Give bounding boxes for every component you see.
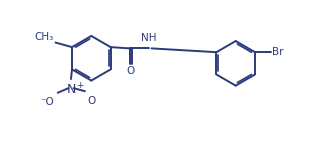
- Text: NH: NH: [141, 33, 157, 43]
- Text: Br: Br: [272, 47, 283, 57]
- Text: ⁻O: ⁻O: [41, 97, 55, 107]
- Text: N: N: [66, 83, 76, 96]
- Text: CH₃: CH₃: [35, 32, 54, 41]
- Text: +: +: [77, 81, 84, 90]
- Text: O: O: [87, 95, 95, 105]
- Text: O: O: [127, 66, 135, 76]
